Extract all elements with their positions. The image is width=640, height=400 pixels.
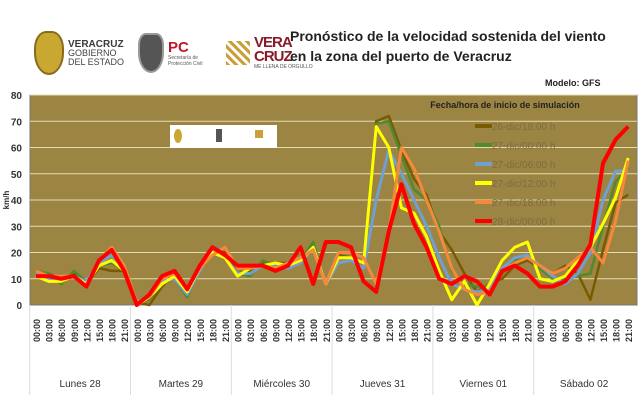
x-tick-label: 03:00 [347, 319, 357, 342]
x-tick-label: 00:00 [234, 319, 244, 342]
day-label: Viernes 01 [459, 379, 507, 390]
logo-text: PC [168, 38, 189, 56]
x-tick-label: 21:00 [423, 319, 433, 342]
x-tick-label: 18:00 [309, 319, 319, 342]
day-label: Jueves 31 [360, 379, 406, 390]
logo-text: VERA [254, 34, 293, 51]
x-tick-label: 18:00 [208, 319, 218, 342]
logo-text: Secretaría de [168, 54, 199, 61]
logo-text: CRUZ [254, 48, 293, 65]
logo-veracruz-orgullo: VERA CRUZ ME LLENA DE ORGULLO [226, 28, 313, 78]
x-tick-label: 03:00 [45, 319, 55, 342]
x-tick-label: 03:00 [145, 319, 155, 342]
x-tick-label: 12:00 [486, 319, 496, 342]
x-tick-label: 03:00 [246, 319, 256, 342]
x-tick-label: 12:00 [586, 319, 596, 342]
coat-of-arms-icon [34, 31, 64, 75]
legend-entry: 27-dic/06:00 h [492, 160, 555, 171]
x-tick-label: 15:00 [599, 319, 609, 342]
x-tick-label: 06:00 [460, 319, 470, 342]
x-tick-label: 12:00 [183, 319, 193, 342]
y-tick-label: 80 [11, 91, 23, 102]
x-tick-label: 15:00 [196, 319, 206, 342]
x-tick-label: 03:00 [549, 319, 559, 342]
x-tick-label: 15:00 [397, 319, 407, 342]
y-tick-label: 0 [16, 301, 22, 312]
x-tick-label: 21:00 [221, 319, 231, 342]
logo-text: ME LLENA DE ORGULLO [254, 64, 313, 70]
y-tick-label: 40 [11, 196, 23, 207]
x-tick-label: 15:00 [498, 319, 508, 342]
logo-text: VERACRUZ [68, 38, 124, 50]
x-tick-label: 00:00 [334, 319, 344, 342]
y-tick-label: 20 [11, 249, 23, 260]
watermark-logos [170, 125, 277, 148]
chart-title: Pronóstico de la velocidad sostenida del… [290, 26, 606, 66]
y-axis-label: km/h [2, 191, 11, 210]
day-label: Sábado 02 [560, 379, 609, 390]
x-tick-label: 06:00 [158, 319, 168, 342]
logo-gobierno-veracruz: VERACRUZ GOBIERNO DEL ESTADO [34, 28, 124, 78]
x-tick-label: 00:00 [32, 319, 42, 342]
x-tick-label: 18:00 [108, 319, 118, 342]
x-tick-label: 18:00 [612, 319, 622, 342]
logo-text: Protección Civil [168, 60, 203, 67]
x-tick-label: 09:00 [473, 319, 483, 342]
title-line-1: Pronóstico de la velocidad sostenida del… [290, 28, 606, 44]
y-tick-label: 10 [11, 275, 23, 286]
x-tick-label: 06:00 [259, 319, 269, 342]
pc-shield-icon [138, 33, 164, 73]
x-tick-label: 21:00 [624, 319, 634, 342]
x-tick-label: 09:00 [70, 319, 80, 342]
legend-entry: 27-dic/12:00 h [492, 179, 555, 190]
pattern-icon [255, 130, 263, 138]
coat-of-arms-icon [174, 129, 182, 143]
y-tick-label: 30 [11, 222, 23, 233]
x-tick-label: 09:00 [271, 319, 281, 342]
logo-text: GOBIERNO [68, 47, 117, 58]
x-tick-label: 00:00 [536, 319, 546, 342]
x-tick-label: 12:00 [385, 319, 395, 342]
day-label: Lunes 28 [60, 379, 102, 390]
model-label: Modelo: GFS [545, 78, 601, 88]
legend-entry: 28-dic/00:00 h [492, 217, 555, 228]
x-tick-label: 21:00 [322, 319, 332, 342]
x-tick-label: 06:00 [561, 319, 571, 342]
x-tick-label: 09:00 [372, 319, 382, 342]
x-tick-label: 15:00 [297, 319, 307, 342]
x-tick-label: 21:00 [523, 319, 533, 342]
y-tick-label: 70 [11, 117, 23, 128]
pattern-icon [226, 41, 250, 65]
legend-title: Fecha/hora de inicio de simulación [430, 100, 580, 110]
y-tick-label: 60 [11, 144, 23, 155]
legend-entry: 27-dic/18:00 h [492, 198, 555, 209]
legend-entry: 27-dic/00:00 h [492, 141, 555, 152]
x-tick-label: 06:00 [57, 319, 67, 342]
series-line-5 [36, 125, 630, 307]
y-tick-label: 50 [11, 170, 23, 181]
x-tick-label: 03:00 [448, 319, 458, 342]
day-label: Miércoles 30 [253, 379, 310, 390]
title-line-2: en la zona del puerto de Veracruz [290, 48, 512, 64]
x-tick-label: 18:00 [410, 319, 420, 342]
x-tick-label: 18:00 [511, 319, 521, 342]
logo-text: DEL ESTADO [68, 56, 125, 67]
x-tick-label: 12:00 [284, 319, 294, 342]
x-tick-label: 21:00 [120, 319, 130, 342]
x-tick-label: 09:00 [574, 319, 584, 342]
x-tick-label: 12:00 [82, 319, 92, 342]
x-tick-label: 09:00 [171, 319, 181, 342]
pc-shield-icon [216, 129, 222, 142]
day-label: Martes 29 [159, 379, 204, 390]
legend-entry: 26-dic/18:00 h [492, 122, 555, 133]
x-tick-label: 06:00 [360, 319, 370, 342]
x-tick-label: 00:00 [435, 319, 445, 342]
logo-proteccion-civil: PC Secretaría de Protección Civil [138, 28, 202, 78]
x-tick-label: 15:00 [95, 319, 105, 342]
x-tick-label: 00:00 [133, 319, 143, 342]
